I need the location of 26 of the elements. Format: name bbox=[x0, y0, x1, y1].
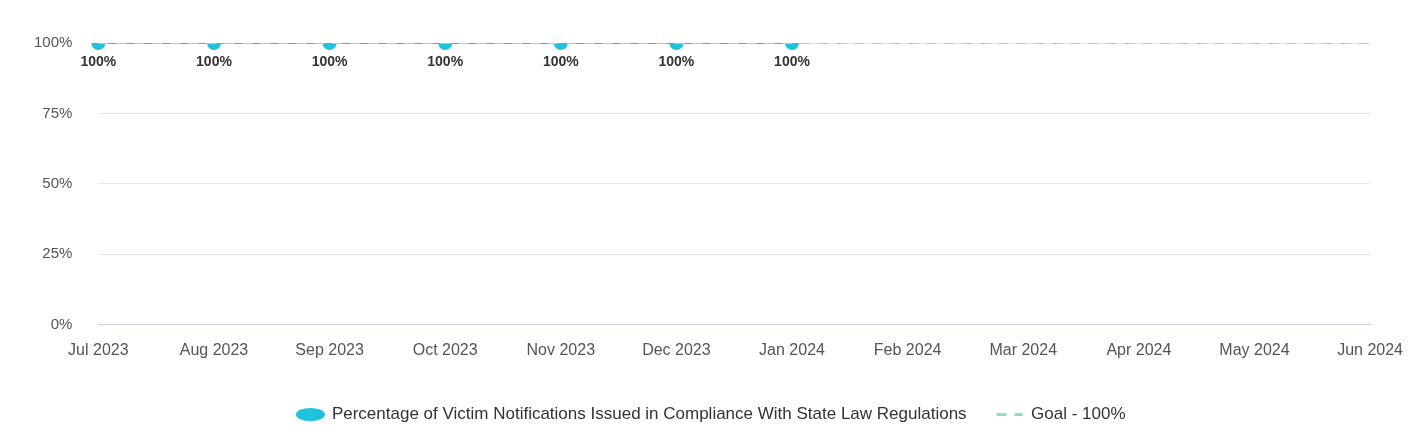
x-tick-label: Jun 2024 bbox=[1337, 340, 1404, 358]
data-label: 100% bbox=[311, 52, 349, 69]
x-tick-label: Nov 2023 bbox=[526, 340, 596, 358]
x-tick-label: Apr 2024 bbox=[1106, 340, 1172, 358]
data-label: 100% bbox=[658, 52, 695, 69]
legend-label: Percentage of Victim Notifications Issued in Compliance With State Law Regulations bbox=[331, 404, 967, 424]
data-label: 100% bbox=[542, 52, 580, 69]
x-tick-label: Feb 2024 bbox=[873, 340, 942, 358]
legend-label: Goal - 100% bbox=[1031, 404, 1126, 424]
x-tick-label: Sep 2023 bbox=[295, 340, 364, 358]
x-tick-label: Mar 2024 bbox=[989, 340, 1058, 358]
x-tick-label: Jul 2023 bbox=[68, 340, 129, 358]
data-label: 100% bbox=[196, 52, 233, 69]
y-tick-label: 75% bbox=[42, 103, 73, 121]
y-tick-label: 0% bbox=[50, 314, 73, 332]
x-tick-label: Jan 2024 bbox=[759, 340, 826, 358]
y-tick-label: 100% bbox=[33, 33, 73, 51]
x-tick-label: Dec 2023 bbox=[642, 340, 711, 358]
data-label: 100% bbox=[774, 52, 811, 69]
x-tick-label: Oct 2023 bbox=[412, 340, 478, 358]
x-tick-label: Aug 2023 bbox=[179, 340, 249, 358]
data-label: 100% bbox=[427, 52, 464, 69]
y-tick-label: 25% bbox=[42, 244, 73, 262]
x-tick-label: May 2024 bbox=[1219, 340, 1290, 358]
data-label: 100% bbox=[80, 52, 117, 69]
y-tick-label: 50% bbox=[42, 174, 73, 192]
